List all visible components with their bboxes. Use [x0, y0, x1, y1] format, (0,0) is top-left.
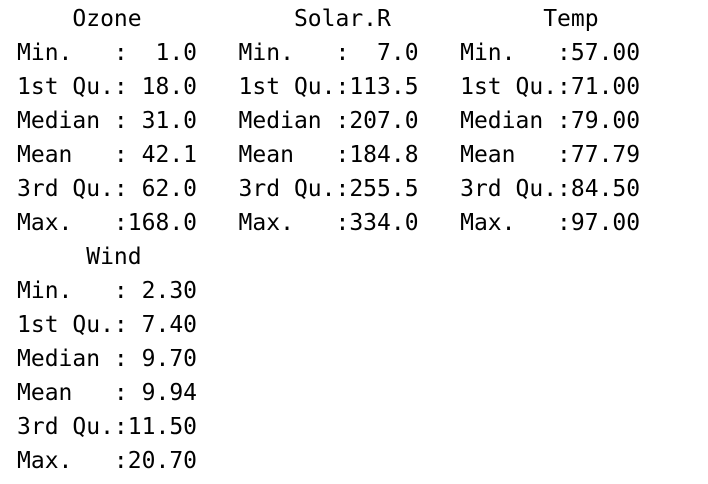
summary-row-max: Max. :168.0 Max. :334.0 Max. :97.00 [17, 210, 668, 236]
wind-row-min: Min. : 2.30 [17, 278, 225, 304]
wind-row-1st-qu: 1st Qu.: 7.40 [17, 312, 225, 338]
summary-header-ozone-solar-temp: Ozone Solar.R Temp [17, 6, 682, 32]
wind-row-median: Median : 9.70 [17, 346, 225, 372]
wind-row-3rd-qu: 3rd Qu.:11.50 [17, 414, 225, 440]
summary-header-wind: Wind [17, 244, 225, 270]
wind-row-mean: Mean : 9.94 [17, 380, 225, 406]
wind-row-max: Max. :20.70 [17, 448, 225, 474]
summary-row-min: Min. : 1.0 Min. : 7.0 Min. :57.00 [17, 40, 668, 66]
summary-row-mean: Mean : 42.1 Mean :184.8 Mean :77.79 [17, 142, 668, 168]
summary-row-1st-qu: 1st Qu.: 18.0 1st Qu.:113.5 1st Qu.:71.0… [17, 74, 668, 100]
summary-row-3rd-qu: 3rd Qu.: 62.0 3rd Qu.:255.5 3rd Qu.:84.5… [17, 176, 668, 202]
summary-row-median: Median : 31.0 Median :207.0 Median :79.0… [17, 108, 668, 134]
